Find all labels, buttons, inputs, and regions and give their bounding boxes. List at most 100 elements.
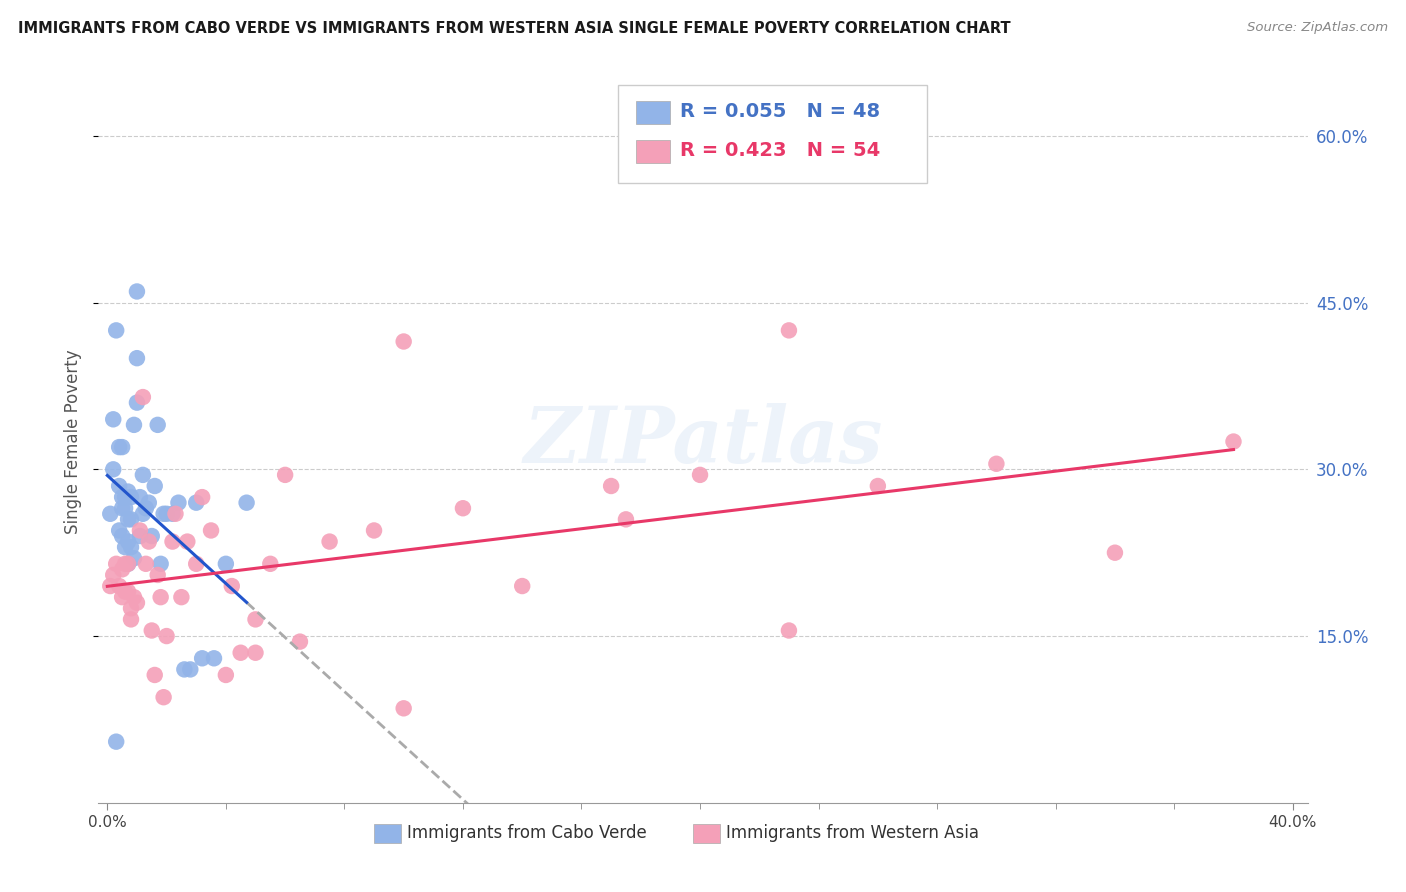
- Point: [235, 496, 257, 510]
- Point: [98, 507, 121, 521]
- Point: [120, 601, 142, 615]
- Point: [363, 524, 385, 538]
- Point: [114, 557, 136, 571]
- Point: [108, 524, 131, 538]
- Point: [149, 557, 172, 571]
- Point: [108, 479, 131, 493]
- Point: [120, 490, 142, 504]
- FancyBboxPatch shape: [619, 86, 927, 183]
- Point: [176, 534, 198, 549]
- Point: [274, 467, 297, 482]
- Point: [186, 557, 208, 571]
- Point: [111, 529, 134, 543]
- Point: [229, 646, 252, 660]
- Point: [143, 479, 166, 493]
- Point: [111, 490, 134, 504]
- Point: [122, 551, 145, 566]
- Point: [103, 412, 125, 426]
- Point: [122, 417, 145, 432]
- Point: [114, 490, 136, 504]
- Point: [120, 512, 142, 526]
- Text: Source: ZipAtlas.com: Source: ZipAtlas.com: [1247, 21, 1388, 34]
- Text: IMMIGRANTS FROM CABO VERDE VS IMMIGRANTS FROM WESTERN ASIA SINGLE FEMALE POVERTY: IMMIGRANTS FROM CABO VERDE VS IMMIGRANTS…: [18, 21, 1011, 36]
- Point: [245, 612, 267, 626]
- FancyBboxPatch shape: [693, 823, 720, 843]
- Point: [179, 662, 201, 676]
- Point: [451, 501, 474, 516]
- Point: [155, 507, 177, 521]
- Point: [111, 562, 134, 576]
- Point: [103, 568, 125, 582]
- Point: [600, 479, 623, 493]
- Point: [117, 484, 139, 499]
- Point: [165, 507, 187, 521]
- Point: [129, 490, 152, 504]
- Text: ZIPatlas: ZIPatlas: [523, 403, 883, 480]
- Text: R = 0.423   N = 54: R = 0.423 N = 54: [681, 141, 880, 160]
- Point: [215, 668, 238, 682]
- Point: [288, 634, 311, 648]
- Point: [135, 501, 157, 516]
- Point: [129, 524, 152, 538]
- Point: [111, 501, 134, 516]
- Point: [125, 285, 148, 299]
- Point: [108, 440, 131, 454]
- Point: [125, 351, 148, 366]
- Point: [98, 579, 121, 593]
- Point: [117, 584, 139, 599]
- Point: [170, 590, 193, 604]
- Point: [186, 496, 208, 510]
- Point: [392, 334, 415, 349]
- Point: [1104, 546, 1126, 560]
- Point: [132, 390, 155, 404]
- Point: [132, 467, 155, 482]
- Point: [138, 534, 160, 549]
- Point: [122, 590, 145, 604]
- Point: [155, 629, 177, 643]
- Point: [152, 507, 174, 521]
- Point: [778, 624, 800, 638]
- Point: [125, 596, 148, 610]
- Point: [221, 579, 243, 593]
- Point: [162, 534, 184, 549]
- Point: [778, 323, 800, 337]
- Point: [245, 646, 267, 660]
- Point: [162, 507, 184, 521]
- Point: [146, 568, 169, 582]
- Point: [117, 557, 139, 571]
- FancyBboxPatch shape: [637, 139, 671, 162]
- Text: R = 0.055   N = 48: R = 0.055 N = 48: [681, 102, 880, 120]
- Point: [111, 590, 134, 604]
- Point: [114, 584, 136, 599]
- Point: [173, 662, 195, 676]
- Point: [167, 496, 190, 510]
- Point: [689, 467, 711, 482]
- Point: [152, 690, 174, 705]
- Point: [105, 734, 128, 748]
- Point: [120, 612, 142, 626]
- FancyBboxPatch shape: [637, 101, 671, 124]
- Point: [138, 496, 160, 510]
- Point: [117, 534, 139, 549]
- Point: [259, 557, 281, 571]
- Point: [132, 507, 155, 521]
- Point: [129, 529, 152, 543]
- FancyBboxPatch shape: [374, 823, 401, 843]
- Point: [191, 651, 214, 665]
- Text: Immigrants from Western Asia: Immigrants from Western Asia: [725, 824, 979, 842]
- Point: [392, 701, 415, 715]
- Point: [103, 462, 125, 476]
- Point: [125, 395, 148, 409]
- Point: [215, 557, 238, 571]
- Point: [141, 624, 163, 638]
- Point: [135, 557, 157, 571]
- Point: [105, 323, 128, 337]
- Point: [866, 479, 889, 493]
- Point: [111, 440, 134, 454]
- Point: [318, 534, 340, 549]
- Point: [143, 668, 166, 682]
- Point: [510, 579, 533, 593]
- Point: [108, 579, 131, 593]
- Point: [614, 512, 637, 526]
- Point: [146, 417, 169, 432]
